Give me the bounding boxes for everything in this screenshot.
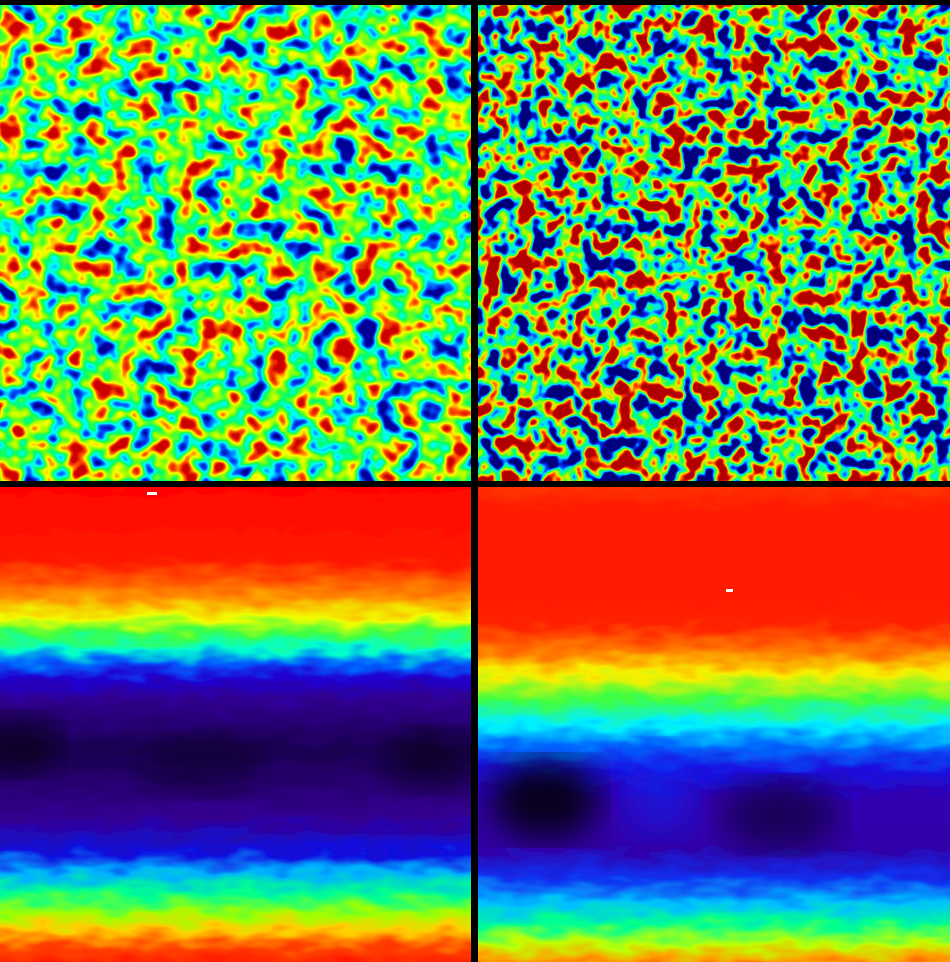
page [0, 0, 950, 962]
band-gradient [0, 470, 500, 962]
heatmap-top-left [0, 5, 471, 481]
band-gradient [450, 470, 950, 962]
heatmap-bottom-right [450, 470, 950, 962]
dark-blob [140, 735, 260, 795]
dark-blob [385, 730, 475, 790]
heatmap-bottom-left [0, 470, 500, 962]
dark-blob [720, 780, 840, 850]
horizontal-divider [0, 481, 950, 487]
blue-blob [625, 745, 695, 835]
dark-blob [490, 760, 600, 840]
speck [147, 492, 157, 495]
heatmap-grid [0, 0, 950, 962]
speck [726, 589, 733, 592]
heatmap-top-right [478, 5, 950, 481]
